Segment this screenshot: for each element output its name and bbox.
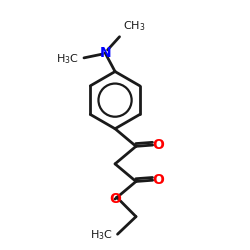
- Text: O: O: [152, 138, 164, 152]
- Text: H$_3$C: H$_3$C: [56, 52, 79, 66]
- Text: H$_3$C: H$_3$C: [90, 228, 112, 242]
- Text: N: N: [99, 46, 111, 60]
- Text: CH$_3$: CH$_3$: [123, 19, 146, 33]
- Text: O: O: [152, 173, 164, 187]
- Text: O: O: [109, 192, 121, 206]
